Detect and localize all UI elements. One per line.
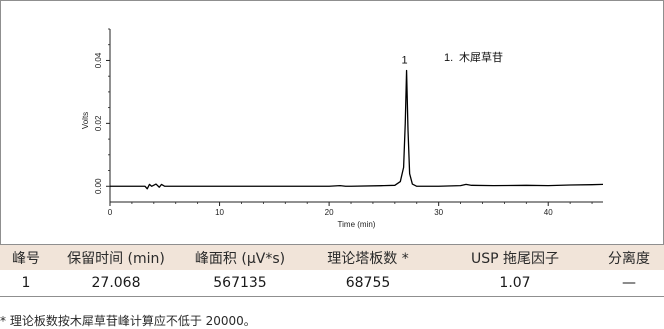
x-tick-label: 10: [215, 208, 224, 217]
chromatogram-panel: 0 10 20 30 40 0.00 0.02 0.04 Time (min) Volts 1 1. 木…: [0, 0, 664, 244]
cell-usp-tailing: 1.07: [436, 270, 594, 297]
y-tick-label: 0.02: [94, 115, 103, 131]
column-header-retention-time: 保留时间 (min): [52, 244, 180, 270]
cell-peak-number: 1: [0, 270, 52, 297]
cell-retention-time: 27.068: [52, 270, 180, 297]
x-tick-label: 40: [544, 208, 553, 217]
x-tick-label: 0: [108, 208, 113, 217]
x-tick-label: 20: [325, 208, 334, 217]
chromatogram-chart: 0 10 20 30 40 0.00 0.02 0.04 Time (min) Volts 1 1. 木…: [81, 28, 604, 229]
cell-peak-area: 567135: [180, 270, 300, 297]
column-header-peak-area: 峰面积 (μV*s): [180, 244, 300, 270]
chromatogram-trace: [110, 69, 604, 190]
cell-theoretical-plates: 68755: [300, 270, 436, 297]
x-axis-label: Time (min): [338, 220, 376, 229]
cell-resolution: —: [594, 270, 664, 297]
column-header-usp-tailing: USP 拖尾因子: [436, 244, 594, 270]
results-table: 峰号 保留时间 (min) 峰面积 (μV*s) 理论塔板数 * USP 拖尾因…: [0, 244, 664, 297]
column-header-peak-number: 峰号: [0, 244, 52, 270]
column-header-theoretical-plates: 理论塔板数 *: [300, 244, 436, 270]
table-header-row: 峰号 保留时间 (min) 峰面积 (μV*s) 理论塔板数 * USP 拖尾因…: [0, 244, 664, 270]
footnote: * 理论板数按木犀草苷峰计算应不低于 20000。: [0, 314, 256, 328]
legend-compound-name: 木犀草苷: [459, 50, 503, 64]
peak-label: 1: [401, 55, 407, 67]
y-tick-label: 0.04: [94, 52, 103, 68]
column-header-resolution: 分离度: [594, 244, 664, 270]
legend-number: 1.: [444, 52, 453, 64]
y-axis-label: Volts: [81, 112, 90, 129]
x-tick-label: 30: [434, 208, 443, 217]
y-tick-label: 0.00: [94, 178, 103, 194]
table-row: 1 27.068 567135 68755 1.07 —: [0, 270, 664, 297]
